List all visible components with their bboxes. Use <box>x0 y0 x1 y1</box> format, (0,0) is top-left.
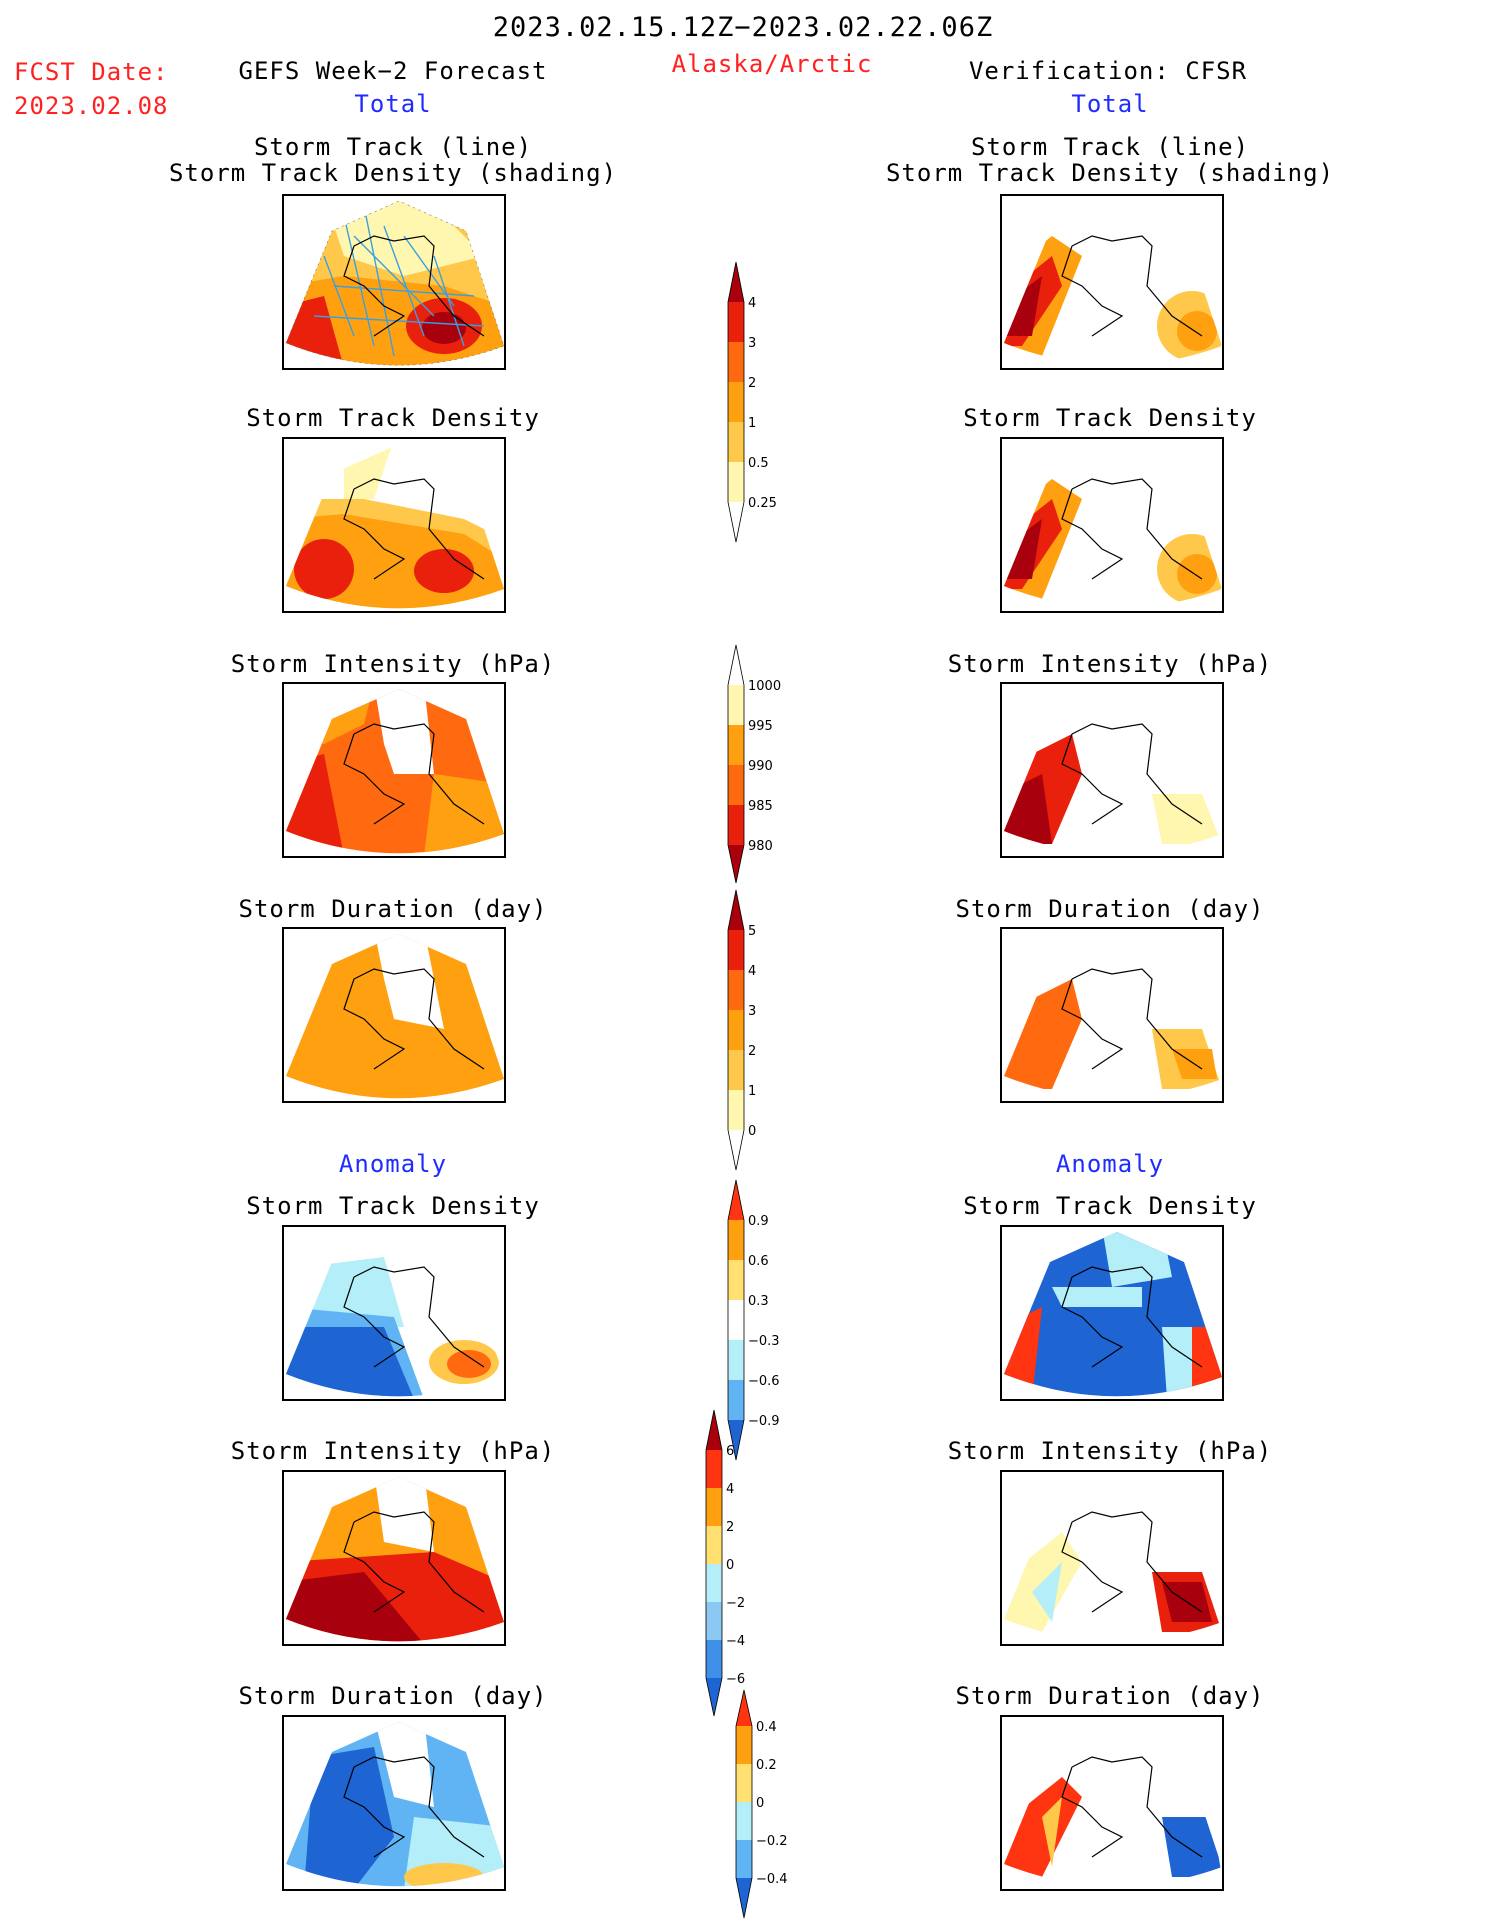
cbar-label: 2 <box>748 376 756 391</box>
right-track-shading-title: Storm Track Density (shading) <box>885 159 1335 187</box>
cbar-label: −0.3 <box>748 1334 780 1349</box>
left-track-shading-title: Storm Track Density (shading) <box>168 159 618 187</box>
right-total-label: Total <box>1071 90 1149 118</box>
gefs-track-density-map <box>282 194 506 370</box>
cbar-label: 2 <box>726 1520 734 1535</box>
cbar-label: 1000 <box>748 679 781 694</box>
cbar-label: −0.6 <box>748 1374 780 1389</box>
gefs-duration-map <box>282 927 506 1103</box>
cbar-label: 0.9 <box>748 1214 769 1229</box>
left-intensity-title: Storm Intensity (hPa) <box>230 650 556 678</box>
fcst-date-label: FCST Date: <box>14 58 169 86</box>
left-anom-density-title: Storm Track Density <box>246 1192 540 1220</box>
cfsr-anom-density-map <box>1000 1225 1224 1401</box>
left-track-line-title: Storm Track (line) <box>253 133 533 161</box>
right-anom-intensity-title: Storm Intensity (hPa) <box>947 1437 1273 1465</box>
right-column-title: Verification: CFSR <box>968 57 1248 85</box>
intensity-total-colorbar: 1000 995 990 985 980 <box>722 644 802 889</box>
cbar-label: 0.3 <box>748 1294 769 1309</box>
cbar-label: −0.2 <box>756 1834 788 1849</box>
right-density-title: Storm Track Density <box>963 404 1257 432</box>
cfsr-duration-map <box>1000 927 1224 1103</box>
left-density-title: Storm Track Density <box>246 404 540 432</box>
cbar-label: 4 <box>748 296 756 311</box>
cbar-label: 6 <box>726 1444 734 1459</box>
cbar-label: 985 <box>748 799 773 814</box>
cbar-label: 1 <box>748 1084 756 1099</box>
gefs-anom-density-map <box>282 1225 506 1401</box>
right-anom-density-title: Storm Track Density <box>963 1192 1257 1220</box>
cfsr-track-density-map <box>1000 194 1224 370</box>
cbar-label: 0.6 <box>748 1254 769 1269</box>
fcst-date-value: 2023.02.08 <box>14 92 169 120</box>
right-anom-duration-title: Storm Duration (day) <box>955 1682 1265 1710</box>
cfsr-anom-duration-map <box>1000 1715 1224 1891</box>
right-duration-title: Storm Duration (day) <box>955 895 1265 923</box>
cbar-label: 3 <box>748 336 756 351</box>
intensity-anom-colorbar: 6 4 2 0 −2 −4 −6 <box>700 1409 780 1724</box>
cbar-label: 990 <box>748 759 773 774</box>
density-total-colorbar: 4 3 2 1 0.5 0.25 <box>722 261 802 552</box>
gefs-anom-duration-map <box>282 1715 506 1891</box>
left-anom-duration-title: Storm Duration (day) <box>238 1682 548 1710</box>
cbar-label: 995 <box>748 719 773 734</box>
cbar-label: 1 <box>748 416 756 431</box>
right-intensity-title: Storm Intensity (hPa) <box>947 650 1273 678</box>
left-anom-intensity-title: Storm Intensity (hPa) <box>230 1437 556 1465</box>
cbar-label: −6 <box>726 1672 745 1687</box>
left-duration-title: Storm Duration (day) <box>238 895 548 923</box>
cbar-label: −0.4 <box>756 1872 788 1887</box>
cbar-label: 4 <box>726 1482 734 1497</box>
cbar-label: 0.4 <box>756 1720 777 1735</box>
region-title: Alaska/Arctic <box>671 50 873 78</box>
cbar-label: −0.9 <box>748 1414 780 1429</box>
cbar-label: 0.25 <box>748 496 777 511</box>
gefs-anom-intensity-map <box>282 1470 506 1646</box>
cfsr-intensity-map <box>1000 682 1224 858</box>
cbar-label: 0 <box>748 1124 756 1139</box>
cbar-label: 4 <box>748 964 756 979</box>
cbar-label: 5 <box>748 924 756 939</box>
cbar-label: 980 <box>748 839 773 854</box>
cfsr-density-map <box>1000 437 1224 613</box>
left-total-label: Total <box>354 90 432 118</box>
cbar-label: 3 <box>748 1004 756 1019</box>
cbar-label: 2 <box>748 1044 756 1059</box>
cbar-label: 0 <box>726 1558 734 1573</box>
right-track-line-title: Storm Track (line) <box>970 133 1250 161</box>
duration-anom-colorbar: 0.4 0.2 0 −0.2 −0.4 <box>730 1689 810 1924</box>
density-anom-colorbar: 0.9 0.6 0.3 −0.3 −0.6 −0.9 <box>722 1179 802 1470</box>
cbar-label: −4 <box>726 1634 745 1649</box>
cbar-label: 0.2 <box>756 1758 777 1773</box>
right-anomaly-label: Anomaly <box>1055 1150 1165 1178</box>
cbar-label: 0.5 <box>748 456 769 471</box>
gefs-intensity-map <box>282 682 506 858</box>
period-title: 2023.02.15.12Z−2023.02.22.06Z <box>492 12 994 43</box>
duration-total-colorbar: 5 4 3 2 1 0 <box>722 889 802 1180</box>
left-anomaly-label: Anomaly <box>338 1150 448 1178</box>
gefs-density-map <box>282 437 506 613</box>
cfsr-anom-intensity-map <box>1000 1470 1224 1646</box>
cbar-label: 0 <box>756 1796 764 1811</box>
cbar-label: −2 <box>726 1596 745 1611</box>
left-column-title: GEFS Week−2 Forecast <box>238 57 548 85</box>
